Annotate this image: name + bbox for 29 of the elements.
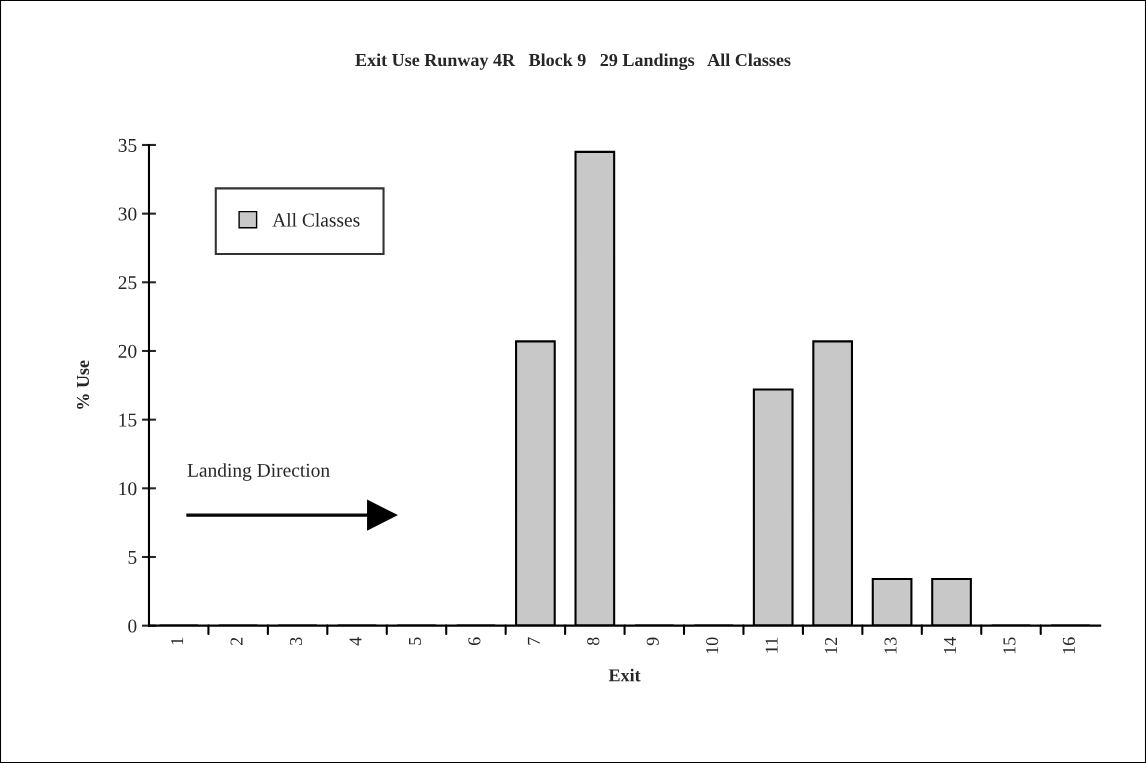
annotation: Landing Direction [187,463,330,481]
x-tick-label: 4 [349,637,362,646]
x-tick-label: 8 [587,637,600,646]
y-tick-label: 10 [119,482,137,496]
chart-title: Exit Use Runway 4R Block 9 29 Landings All Classes [355,53,791,70]
y-tick-label: 20 [118,344,137,358]
y-axis-title: % Use [76,360,90,409]
x-tick-label: 13 [884,637,897,654]
x-tick-label: 16 [1062,637,1075,654]
x-axis-title: Exit [608,668,641,682]
legend-label: All Classes [272,212,360,227]
x-tick-label: 12 [825,637,837,654]
y-tick-label: 0 [128,619,137,633]
x-tick-label: 15 [1003,637,1016,654]
y-tick-label: 25 [118,276,137,290]
x-tick-label: 5 [409,637,422,645]
x-tick-label: 3 [289,637,303,645]
y-tick-label: 15 [119,413,137,427]
y-tick-label: 5 [128,551,137,564]
y-tick-label: 35 [118,138,137,152]
x-tick-label: 9 [646,637,659,646]
x-tick-label: 6 [468,637,481,646]
y-tick-label: 30 [118,207,137,221]
x-tick-label: 14 [943,637,956,654]
x-tick-label: 1 [171,637,184,645]
x-tick-label: 7 [527,637,540,645]
x-tick-label: 11 [765,637,778,653]
x-tick-label: 10 [706,637,719,654]
x-tick-label: 2 [230,637,243,646]
